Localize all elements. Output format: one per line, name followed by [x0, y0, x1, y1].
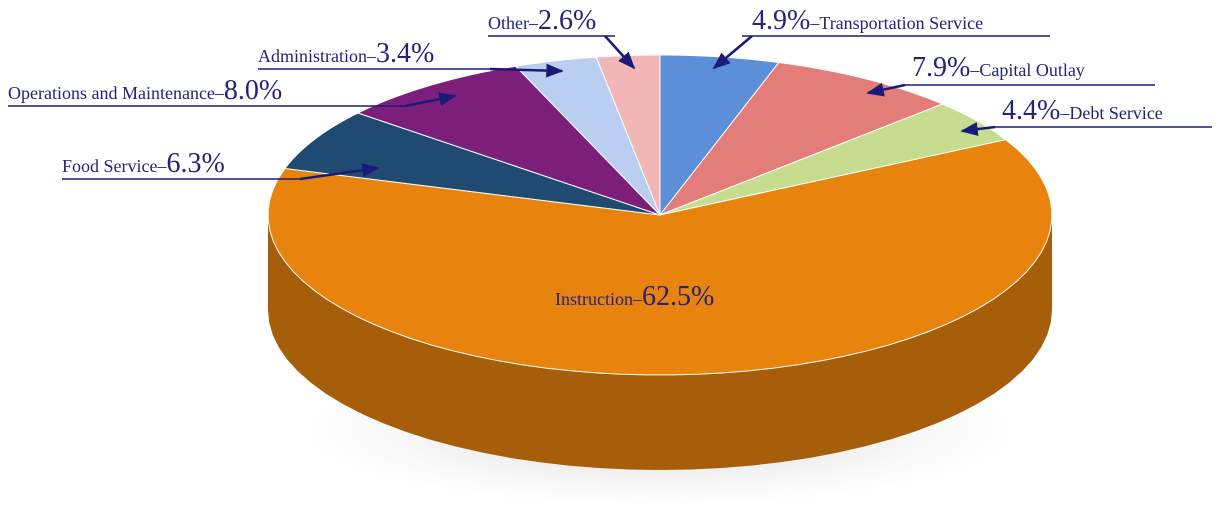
separator: –	[156, 156, 167, 176]
pie-tops	[267, 54, 1053, 376]
leader-arrow	[604, 35, 636, 70]
separator: –	[1059, 103, 1070, 123]
slice-label: Food Service–6.3%	[62, 148, 225, 179]
category-label: Food Service	[62, 156, 157, 176]
category-label: Capital Outlay	[979, 60, 1084, 80]
slice-label: Instruction–62.5%	[555, 281, 714, 312]
category-label: Transportation Service	[819, 13, 983, 33]
leader-arrow	[866, 82, 906, 97]
separator: –	[632, 289, 643, 309]
slice-label: Administration–3.4%	[258, 38, 434, 69]
category-label: Debt Service	[1069, 103, 1162, 123]
slice	[356, 65, 661, 216]
slice	[659, 103, 1008, 216]
value-label: 2.6%	[538, 5, 596, 36]
slice	[284, 112, 661, 216]
value-label: 62.5%	[642, 281, 714, 312]
leader-arrow	[299, 163, 380, 181]
slice-label: Other–2.6%	[488, 5, 596, 36]
pie-sides	[268, 215, 1052, 470]
slice-label: 4.9%–Transportation Service	[752, 5, 983, 36]
category-label: Other	[488, 13, 529, 33]
value-label: 4.9%	[752, 5, 810, 36]
value-label: 8.0%	[224, 75, 282, 106]
category-label: Operations and Maintenance	[8, 83, 215, 103]
value-label: 7.9%	[912, 52, 970, 83]
value-label: 3.4%	[376, 38, 434, 69]
value-label: 6.3%	[166, 148, 224, 179]
slice	[267, 139, 1053, 376]
value-label: 4.4%	[1002, 95, 1060, 126]
slice-label: 4.4%–Debt Service	[1002, 95, 1163, 126]
separator: –	[969, 60, 980, 80]
leader-arrow	[489, 63, 564, 78]
leader-arrow	[960, 122, 996, 137]
category-label: Administration	[258, 46, 367, 66]
separator: –	[528, 13, 539, 33]
slice-label: Operations and Maintenance–8.0%	[8, 75, 282, 106]
slice	[514, 56, 661, 216]
leader-arrow	[404, 92, 457, 108]
separator: –	[214, 83, 225, 103]
slice-label: 7.9%–Capital Outlay	[912, 52, 1085, 83]
slice	[658, 61, 944, 217]
slice-side	[268, 215, 1052, 470]
separator: –	[809, 13, 820, 33]
leader-arrow	[712, 35, 753, 70]
separator: –	[366, 46, 377, 66]
category-label: Instruction	[555, 289, 633, 309]
labels: 4.9%–Transportation Service7.9%–Capital …	[8, 5, 1212, 312]
